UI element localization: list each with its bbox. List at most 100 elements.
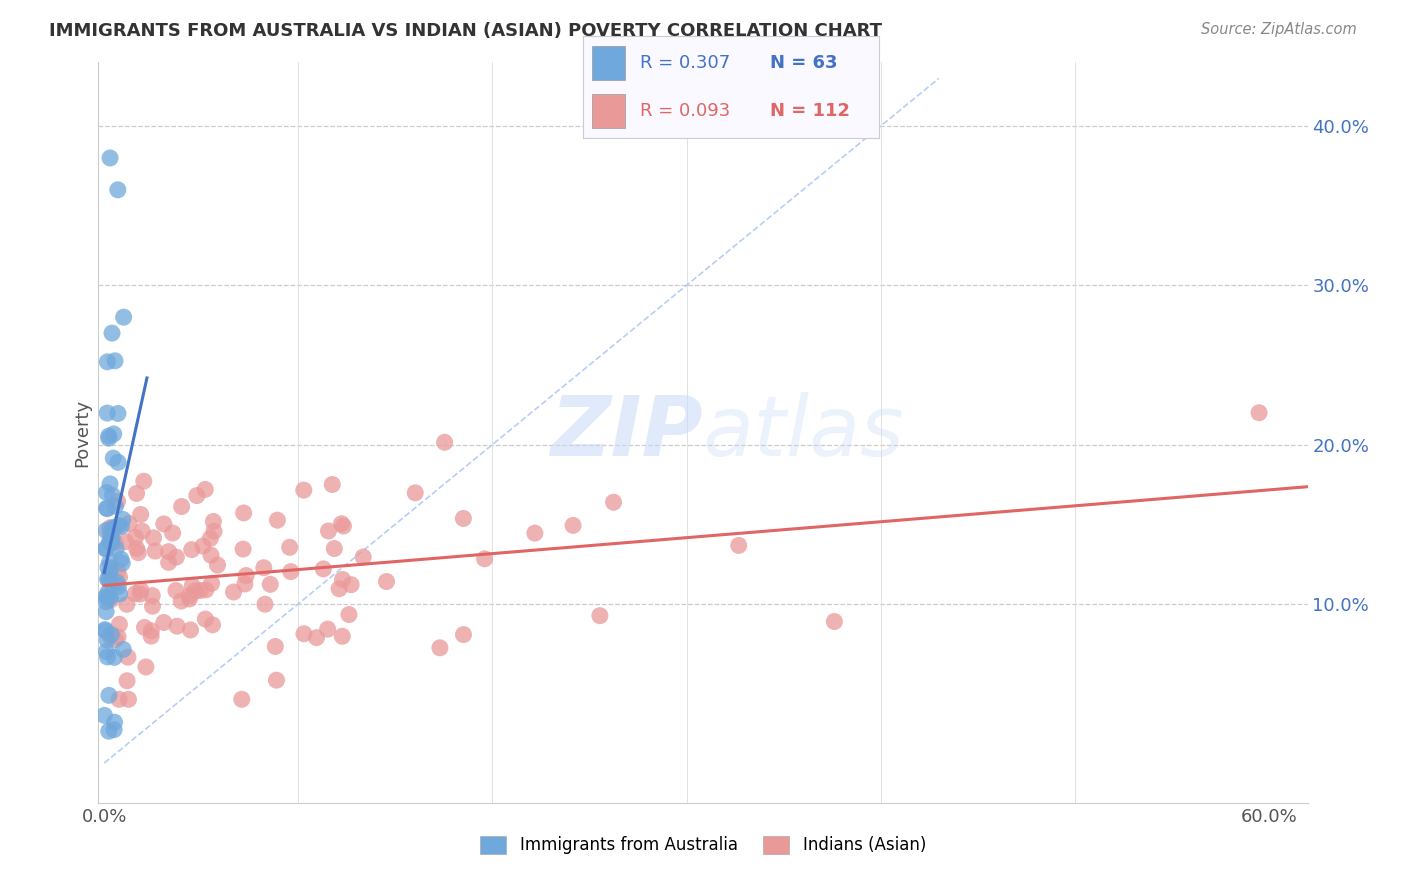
Point — [323, 541, 346, 556]
Point — [110, 519, 132, 533]
Point — [108, 692, 131, 706]
Text: R = 0.307: R = 0.307 — [640, 54, 730, 72]
Point — [114, 534, 136, 549]
Point — [433, 435, 456, 450]
Point — [110, 552, 132, 566]
Point — [124, 530, 146, 544]
Text: atlas: atlas — [703, 392, 904, 473]
Point — [141, 624, 163, 638]
Point — [108, 570, 131, 584]
Point — [292, 627, 315, 641]
Point — [125, 541, 148, 556]
Point — [108, 617, 131, 632]
Point — [453, 511, 475, 525]
Point — [201, 576, 224, 591]
Point — [98, 566, 121, 581]
Point — [332, 519, 354, 533]
Point — [292, 483, 315, 497]
Point — [184, 584, 207, 599]
Point — [202, 524, 225, 539]
Point — [330, 516, 353, 531]
Point — [101, 488, 124, 502]
Point — [97, 431, 120, 445]
Point — [332, 573, 354, 587]
Point — [474, 551, 496, 566]
Point — [170, 500, 193, 514]
Point — [132, 474, 155, 488]
Point — [328, 582, 350, 596]
Point — [264, 640, 287, 654]
Point — [259, 577, 281, 591]
Point — [453, 627, 475, 641]
Point — [727, 538, 749, 552]
Point — [200, 532, 222, 546]
Point — [112, 310, 135, 325]
Point — [181, 579, 204, 593]
Point — [94, 623, 117, 637]
Point — [104, 632, 127, 647]
Point — [107, 494, 129, 508]
Point — [96, 541, 118, 556]
Point — [115, 673, 138, 688]
Point — [253, 560, 276, 574]
Text: N = 63: N = 63 — [769, 54, 837, 72]
Point — [98, 630, 121, 644]
Point — [101, 326, 124, 340]
Point — [202, 515, 225, 529]
Point — [316, 622, 339, 636]
Point — [179, 623, 201, 637]
Point — [96, 501, 118, 516]
Point — [96, 406, 118, 420]
Point — [124, 587, 146, 601]
Text: Source: ZipAtlas.com: Source: ZipAtlas.com — [1201, 22, 1357, 37]
Point — [131, 524, 153, 538]
Point — [312, 562, 335, 576]
Point — [97, 560, 120, 574]
Point — [233, 577, 256, 591]
Point — [107, 455, 129, 469]
Point — [105, 541, 128, 556]
FancyBboxPatch shape — [592, 95, 624, 128]
Point — [103, 650, 125, 665]
Point — [165, 583, 187, 598]
Point — [1247, 406, 1270, 420]
Point — [180, 542, 202, 557]
Point — [194, 582, 217, 597]
Point — [129, 508, 152, 522]
Point — [93, 708, 115, 723]
Point — [117, 692, 139, 706]
Point — [97, 429, 120, 443]
Point — [429, 640, 451, 655]
Point — [318, 524, 340, 538]
Text: ZIP: ZIP — [550, 392, 703, 473]
Point — [97, 585, 120, 599]
Point — [104, 353, 127, 368]
Point — [94, 524, 117, 538]
Point — [103, 715, 125, 730]
Point — [562, 518, 585, 533]
Point — [97, 573, 120, 587]
Point — [98, 555, 121, 569]
Point — [111, 556, 134, 570]
Point — [142, 531, 165, 545]
Point — [98, 151, 121, 165]
Y-axis label: Poverty: Poverty — [73, 399, 91, 467]
Point — [278, 541, 301, 555]
Point — [100, 524, 122, 539]
Point — [179, 589, 201, 603]
Point — [107, 518, 129, 533]
Point — [129, 587, 152, 601]
Point — [589, 608, 612, 623]
Point — [103, 521, 125, 535]
Point — [112, 642, 135, 657]
Point — [523, 526, 546, 541]
Point — [201, 617, 224, 632]
Point — [404, 486, 426, 500]
Point — [194, 612, 217, 626]
Point — [97, 572, 120, 586]
Point — [231, 692, 253, 706]
Point — [94, 624, 117, 638]
Point — [103, 451, 125, 466]
Point — [129, 582, 152, 597]
Point — [179, 591, 201, 606]
